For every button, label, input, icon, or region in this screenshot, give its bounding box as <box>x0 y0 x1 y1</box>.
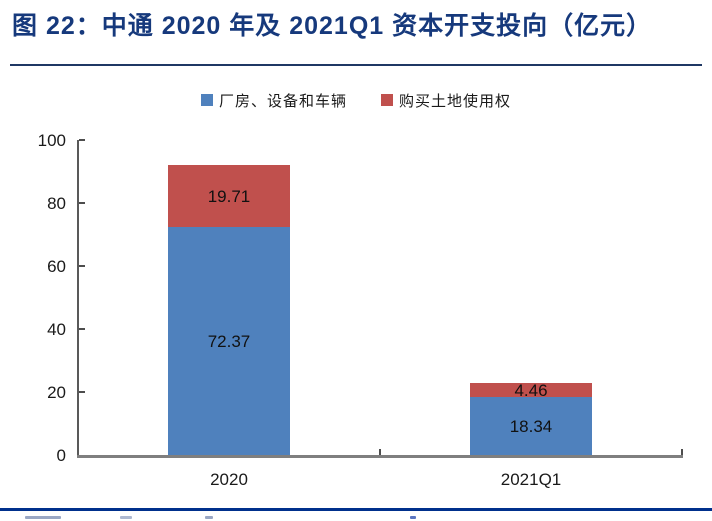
y-tick-mark <box>79 202 85 204</box>
y-tick-mark <box>79 328 85 330</box>
legend-item-1: 购买土地使用权 <box>381 90 511 111</box>
clipped-source-text-fragment <box>205 516 213 519</box>
x-category-label: 2020 <box>210 470 248 489</box>
x-axis-line <box>77 455 683 458</box>
x-tick-mark <box>379 449 381 455</box>
header-rule-divider <box>10 64 702 66</box>
y-tick-label: 20 <box>47 383 66 402</box>
y-tick-mark <box>79 391 85 393</box>
x-tick-mark <box>681 449 683 455</box>
legend-swatch-icon <box>381 94 393 106</box>
bar-value-label: 4.46 <box>514 381 548 401</box>
y-tick-label: 80 <box>47 194 66 213</box>
y-tick-label: 0 <box>56 446 66 465</box>
y-tick-mark <box>79 139 85 141</box>
y-tick-label: 40 <box>47 320 66 339</box>
legend-item-0: 厂房、设备和车辆 <box>200 90 347 111</box>
legend-label: 购买土地使用权 <box>399 92 512 110</box>
y-tick-label: 100 <box>37 131 66 150</box>
clipped-source-text-fragment <box>410 516 416 519</box>
figure-title: 图 22：中通 2020 年及 2021Q1 资本开支投向（亿元） <box>12 12 653 40</box>
bar-segment <box>168 227 290 455</box>
bar-value-label: 18.34 <box>509 417 553 437</box>
clipped-source-text-fragment <box>120 516 132 519</box>
bar-value-label: 72.37 <box>207 332 251 352</box>
bar-segment <box>470 397 592 455</box>
clipped-source-text-fragment <box>25 516 61 519</box>
x-category-label: 2021Q1 <box>500 470 562 489</box>
legend-label: 厂房、设备和车辆 <box>218 92 347 110</box>
y-tick-mark <box>79 265 85 267</box>
chart-legend: 厂房、设备和车辆 购买土地使用权 <box>0 88 712 112</box>
bar-value-label: 19.71 <box>207 186 251 206</box>
bar-segment <box>168 164 290 228</box>
legend-swatch-icon <box>200 94 213 106</box>
y-tick-label: 60 <box>47 257 66 276</box>
bar-segment <box>470 383 592 398</box>
y-axis-line <box>77 140 79 458</box>
bottom-rule-divider <box>0 508 712 511</box>
